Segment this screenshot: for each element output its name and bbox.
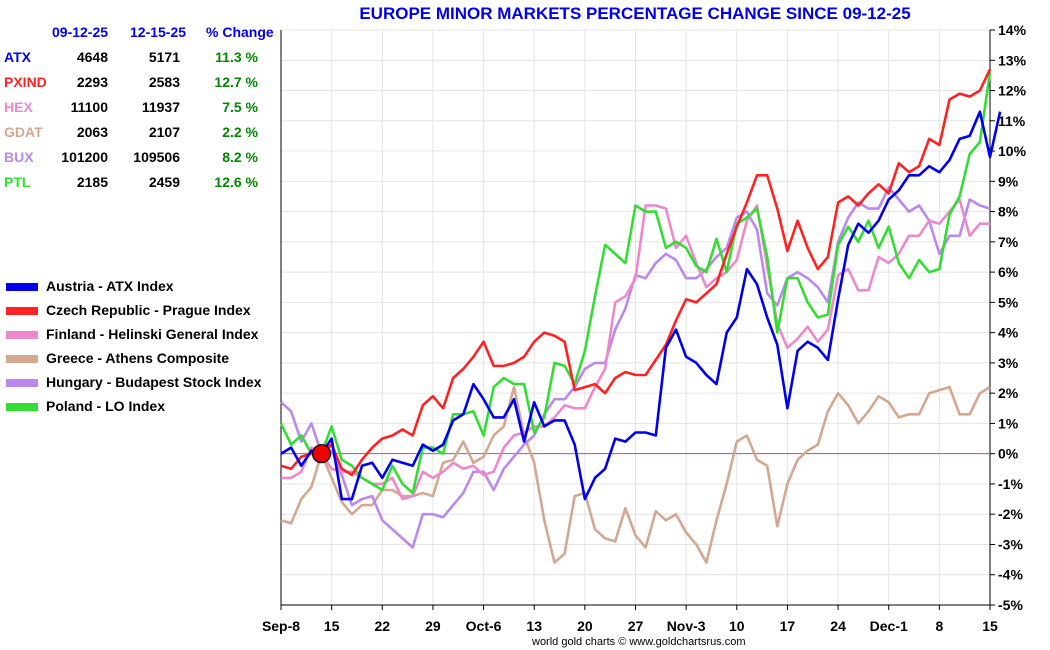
percent-change: 2.2 % [222, 124, 258, 140]
chart-credit: world gold charts © www.goldchartsrus.co… [532, 636, 746, 648]
legend-label: Finland - Helinski General Index [46, 326, 259, 342]
table-row: ATX 4648 5171 11.3 % [0, 49, 280, 69]
x-tick-label: 13 [526, 618, 542, 634]
x-tick-label: 17 [780, 618, 796, 634]
y-tick-label: 13% [998, 52, 1027, 68]
start-marker [311, 444, 332, 464]
x-tick-label: Nov-3 [667, 618, 706, 634]
y-tick-label: -2% [998, 506, 1023, 522]
series-line-czech [280, 68, 992, 477]
table-row: BUX 101200 109506 8.2 % [0, 149, 280, 169]
legend-label: Czech Republic - Prague Index [46, 302, 251, 318]
table-row: HEX 11100 11937 7.5 % [0, 99, 280, 119]
x-tick-label: Sep-8 [262, 618, 300, 634]
index-code: BUX [4, 149, 34, 165]
start-value: 101200 [61, 149, 108, 165]
end-value: 2459 [148, 174, 180, 190]
x-tick-label: Dec-1 [870, 618, 908, 634]
y-tick-label: 8% [998, 204, 1019, 220]
legend-swatch [6, 355, 38, 363]
y-tick-label: 9% [998, 173, 1019, 189]
header-end-date: 12-15-25 [130, 24, 187, 40]
legend-swatch [6, 379, 38, 387]
index-code: PXIND [4, 74, 47, 90]
series-line-finland [281, 198, 990, 501]
x-tick-label: 8 [935, 618, 943, 634]
legend-swatch [6, 307, 38, 315]
y-tick-label: 5% [998, 294, 1019, 310]
percent-change: 7.5 % [222, 99, 258, 115]
x-tick-label: 22 [374, 618, 390, 634]
end-value: 2107 [148, 124, 180, 140]
header-start-date: 09-12-25 [52, 24, 109, 40]
legend-swatch [6, 403, 38, 411]
index-code: ATX [4, 49, 31, 65]
x-tick-label: 15 [324, 618, 340, 634]
index-code: PTL [4, 174, 31, 190]
y-tick-label: 7% [998, 234, 1019, 250]
y-tick-label: 4% [998, 325, 1019, 341]
y-tick-label: 3% [998, 355, 1019, 371]
end-value: 11937 [141, 99, 180, 115]
x-tick-label: 27 [628, 618, 644, 634]
percent-change: 12.6 % [214, 174, 258, 190]
x-tick-label: 20 [577, 618, 593, 634]
y-tick-label: -5% [998, 597, 1023, 613]
y-tick-label: -4% [998, 567, 1023, 583]
y-tick-label: 11% [998, 113, 1026, 129]
table-header-row: 09-12-25 12-15-25 % Change [0, 24, 280, 44]
legend-label: Austria - ATX Index [46, 278, 174, 294]
index-code: HEX [4, 99, 33, 115]
table-row: PTL 2185 2459 12.6 % [0, 174, 280, 194]
legend-label: Hungary - Budapest Stock Index [46, 374, 262, 390]
start-value: 11100 [70, 99, 108, 115]
x-tick-label: 24 [830, 618, 846, 634]
y-tick-label: 2% [998, 385, 1019, 401]
legend-swatch [6, 283, 38, 291]
y-tick-label: 14% [998, 22, 1027, 38]
table-row: GDAT 2063 2107 2.2 % [0, 124, 280, 144]
y-tick-label: 6% [998, 264, 1019, 280]
legend-swatch [6, 331, 38, 339]
table-row: PXIND 2293 2583 12.7 % [0, 74, 280, 94]
percent-change: 8.2 % [222, 149, 258, 165]
start-value: 2063 [76, 124, 108, 140]
y-tick-label: -1% [998, 476, 1023, 492]
y-tick-label: 10% [998, 143, 1027, 159]
percent-change: 12.7 % [214, 74, 258, 90]
y-tick-label: 1% [998, 415, 1019, 431]
start-value: 4648 [76, 49, 108, 65]
series-line-austria [280, 110, 1002, 501]
y-tick-label: 12% [998, 83, 1027, 99]
x-tick-label: 15 [982, 618, 998, 634]
legend-label: Poland - LO Index [46, 398, 166, 414]
x-tick-label: 10 [729, 618, 745, 634]
start-value: 2185 [76, 174, 108, 190]
x-tick-label: Oct-6 [466, 618, 502, 634]
legend-label: Greece - Athens Composite [46, 350, 230, 366]
percent-change: 11.3 % [215, 49, 258, 65]
end-value: 109506 [133, 149, 180, 165]
index-code: GDAT [4, 124, 43, 140]
x-tick-label: 29 [425, 618, 441, 634]
end-value: 5171 [148, 49, 180, 65]
y-tick-label: 0% [998, 446, 1019, 462]
y-tick-label: -3% [998, 536, 1023, 552]
start-value: 2293 [76, 74, 108, 90]
end-value: 2583 [148, 74, 180, 90]
header-percent-change: % Change [206, 24, 274, 40]
chart-title: EUROPE MINOR MARKETS PERCENTAGE CHANGE S… [359, 4, 910, 23]
